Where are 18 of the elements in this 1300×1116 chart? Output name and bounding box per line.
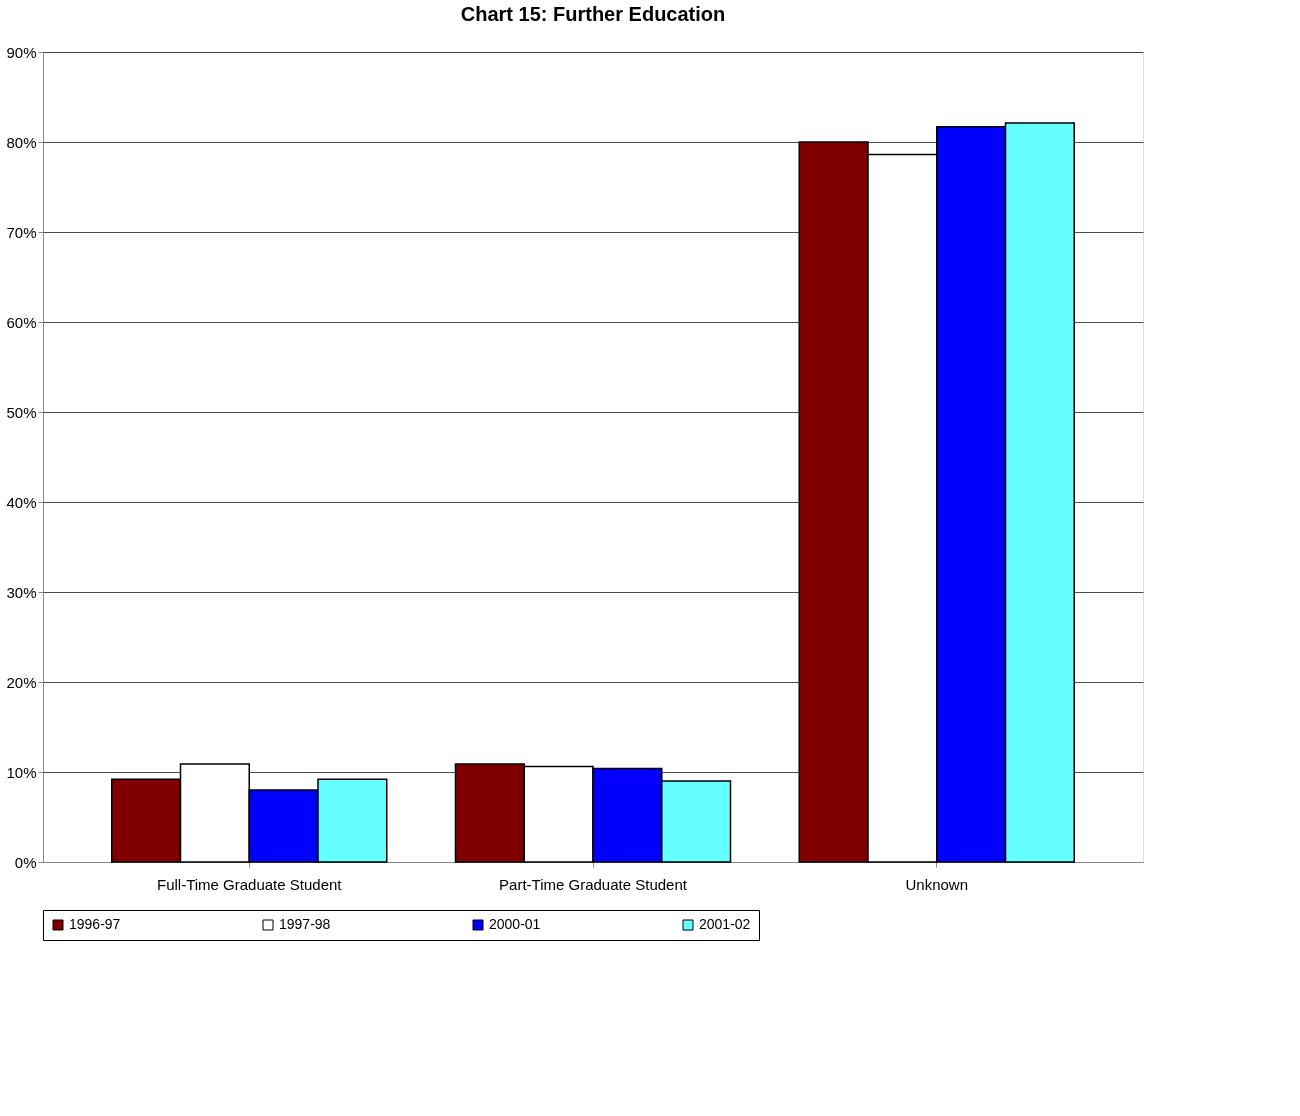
chart-title: Chart 15: Further Education (460, 3, 726, 25)
y-tick-label: 20% (6, 673, 37, 691)
y-tick-label: 70% (6, 223, 37, 241)
y-tick-label: 10% (6, 763, 37, 781)
legend-label: 2001-02 (699, 916, 751, 932)
y-tick-label: 0% (14, 853, 37, 871)
y-tick-label: 60% (6, 313, 37, 331)
x-tick-label: Part-Time Graduate Student (499, 875, 688, 893)
y-tick-label: 80% (6, 133, 37, 151)
y-tick-label: 40% (6, 493, 37, 511)
y-tick-label: 50% (6, 403, 37, 421)
y-tick-label: 30% (6, 583, 37, 601)
y-tick-label: 90% (6, 43, 37, 61)
x-tick-label: Full-Time Graduate Student (156, 875, 343, 893)
legend-label: 1997-98 (279, 916, 331, 932)
legend-label: 1996-97 (69, 916, 121, 932)
x-tick-label: Unknown (905, 875, 969, 893)
legend-label: 2000-01 (489, 916, 541, 932)
